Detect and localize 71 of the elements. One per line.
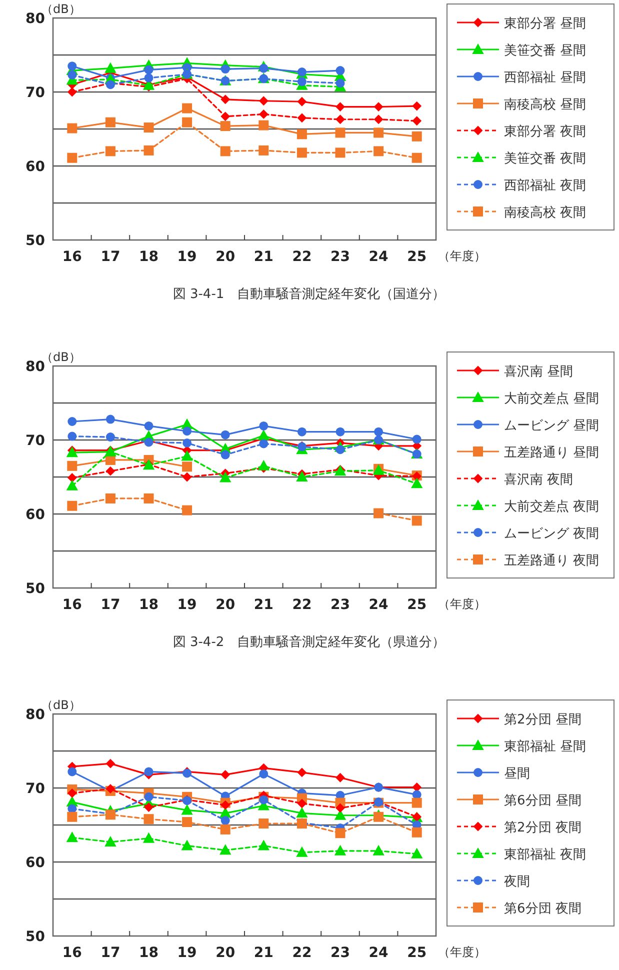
legend-label: ムービング 昼間 xyxy=(504,418,600,434)
legend-label: 第6分団 昼間 xyxy=(504,794,582,808)
y-tick-label: 50 xyxy=(26,233,46,249)
legend-label: 西部福祉 昼間 xyxy=(504,70,586,86)
x-tick-label: 20 xyxy=(216,945,236,961)
x-axis-title: （年度） xyxy=(438,945,486,959)
x-tick-label: 17 xyxy=(100,597,120,613)
x-tick-label: 20 xyxy=(216,249,236,265)
x-tick-label: 20 xyxy=(216,597,236,613)
legend-label: 昼間 xyxy=(504,766,530,782)
x-tick-label: 19 xyxy=(177,249,197,265)
y-tick-label: 70 xyxy=(26,433,46,449)
y-tick-label: 80 xyxy=(26,707,46,723)
x-tick-label: 25 xyxy=(407,249,427,265)
legend-label: 喜沢南 昼間 xyxy=(504,364,574,380)
x-tick-label: 24 xyxy=(368,945,389,961)
y-tick-label: 80 xyxy=(26,359,46,375)
legend-label: 西部福祉 夜間 xyxy=(504,178,586,194)
legend-label: 夜間 xyxy=(504,874,530,890)
legend-label: 五差路通り 夜間 xyxy=(504,552,600,568)
legend-label: ムービング 夜間 xyxy=(504,526,600,542)
legend-label: 東部分署 夜間 xyxy=(504,124,586,140)
x-tick-label: 23 xyxy=(330,597,350,613)
x-tick-label: 17 xyxy=(100,249,120,265)
x-tick-label: 16 xyxy=(62,945,82,961)
x-tick-label: 21 xyxy=(254,945,274,961)
x-axis-title: （年度） xyxy=(438,597,486,611)
legend-label: 美笹交番 昼間 xyxy=(504,42,586,58)
x-tick-label: 23 xyxy=(330,249,350,265)
x-tick-label: 16 xyxy=(62,249,82,265)
y-tick-label: 60 xyxy=(26,507,46,523)
legend-label: 美笹交番 夜間 xyxy=(504,150,586,166)
x-tick-label: 16 xyxy=(62,597,82,613)
caption: 図 3-4-1 自動車騒音測定経年変化（国道分） xyxy=(172,286,446,302)
x-tick-label: 18 xyxy=(139,249,158,265)
x-tick-label: 17 xyxy=(100,945,120,961)
legend-label: 五差路通り 昼間 xyxy=(504,446,600,460)
x-tick-label: 23 xyxy=(330,945,350,961)
x-tick-label: 25 xyxy=(407,597,427,613)
legend-label: 第2分団 昼間 xyxy=(504,712,582,728)
y-tick-label: 70 xyxy=(26,85,46,101)
y-tick-label: 70 xyxy=(26,781,46,797)
y-tick-label: 50 xyxy=(26,581,46,597)
y-tick-label: 80 xyxy=(26,11,46,27)
legend-label: 南稜高校 昼間 xyxy=(504,96,586,112)
legend-label: 大前交差点 昼間 xyxy=(504,390,600,406)
legend-label: 東部福祉 夜間 xyxy=(504,846,586,862)
x-tick-label: 25 xyxy=(407,945,427,961)
x-tick-label: 18 xyxy=(139,945,158,961)
y-tick-label: 50 xyxy=(26,929,46,945)
x-tick-label: 22 xyxy=(292,597,312,613)
x-axis-title: （年度） xyxy=(438,249,486,263)
x-tick-label: 22 xyxy=(292,945,312,961)
legend-label: 東部分署 昼間 xyxy=(504,16,586,32)
legend-label: 南稜高校 夜間 xyxy=(504,204,586,220)
x-tick-label: 18 xyxy=(139,597,158,613)
legend-label: 第2分団 夜間 xyxy=(504,820,582,836)
x-tick-label: 19 xyxy=(177,945,197,961)
legend-label: 第6分団 夜間 xyxy=(504,900,582,916)
x-tick-label: 22 xyxy=(292,249,312,265)
legend-label: 東部福祉 昼間 xyxy=(504,740,586,754)
x-tick-label: 19 xyxy=(177,597,197,613)
y-tick-label: 60 xyxy=(26,855,46,871)
caption: 図 3-4-2 自動車騒音測定経年変化（県道分） xyxy=(172,634,446,650)
x-tick-label: 24 xyxy=(368,249,389,265)
x-tick-label: 24 xyxy=(368,597,389,613)
y-tick-label: 60 xyxy=(26,159,46,175)
x-tick-label: 21 xyxy=(254,249,274,265)
x-tick-label: 21 xyxy=(254,597,274,613)
legend-label: 大前交差点 夜間 xyxy=(504,498,600,514)
legend-label: 喜沢南 夜間 xyxy=(504,472,574,488)
